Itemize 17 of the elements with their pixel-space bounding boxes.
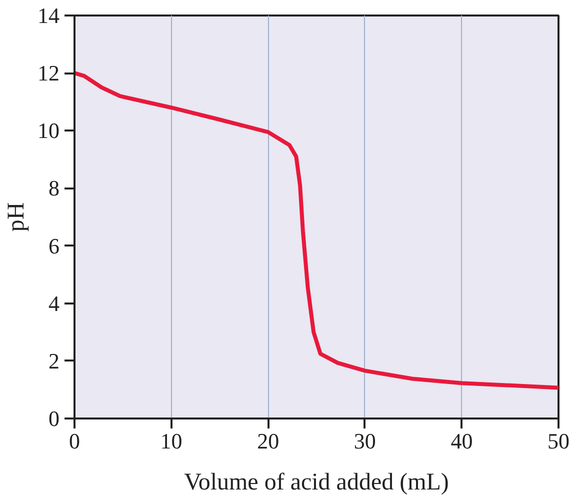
- y-tick-label: 0: [48, 406, 60, 431]
- x-tick-label: 30: [354, 428, 376, 454]
- x-tick-label: 50: [548, 428, 570, 454]
- y-tick-label: 10: [38, 118, 60, 144]
- y-tick-label: 6: [48, 233, 60, 258]
- x-tick-label: 10: [160, 428, 182, 454]
- y-tick-label: 8: [48, 176, 60, 201]
- x-tick-label: 0: [69, 428, 80, 454]
- y-tick-label: 4: [48, 290, 60, 316]
- y-tick-label: 14: [38, 3, 60, 28]
- x-tick-label: 40: [450, 428, 473, 454]
- y-tick-label: 12: [38, 60, 60, 86]
- line-series: [74, 71, 558, 390]
- x-tick-label: 20: [257, 428, 280, 454]
- x-axis-title: Volume of acid added (mL): [184, 470, 449, 496]
- y-tick-label: 2: [48, 348, 60, 374]
- y-axis-title: pH: [4, 202, 30, 232]
